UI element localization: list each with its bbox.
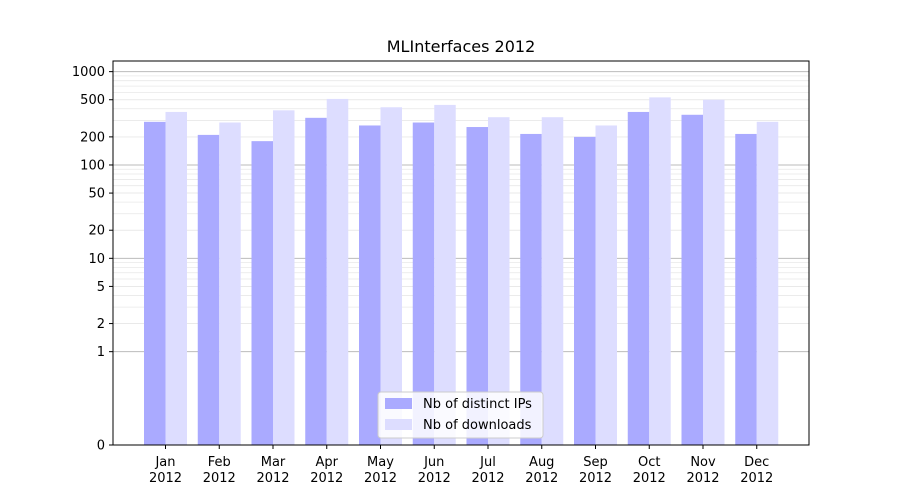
bar: [359, 125, 381, 445]
x-tick-label: 2012: [256, 471, 289, 486]
y-axis: 0 1 2 5 10 20 50 100 200 500 1000: [72, 65, 113, 454]
bar: [627, 111, 650, 445]
x-tick-label: Jul: [479, 455, 496, 470]
x-tick-label: 2012: [364, 471, 397, 486]
x-tick-label: Nov: [690, 455, 716, 470]
legend-swatch: [385, 419, 412, 430]
bar: [197, 134, 220, 445]
chart-title: MLInterfaces 2012: [387, 37, 536, 56]
y-tick-label: 200: [80, 130, 105, 145]
x-tick-label: May: [367, 455, 394, 470]
x-tick-label: 2012: [686, 471, 719, 486]
x-tick-label: Jan: [154, 455, 175, 470]
bar: [273, 110, 295, 445]
bar: [251, 141, 273, 445]
bar: [649, 97, 671, 445]
x-tick-label: 2012: [740, 471, 773, 486]
legend-label: Nb of downloads: [423, 418, 532, 433]
bar: [326, 98, 349, 445]
legend: Nb of distinct IPs Nb of downloads: [377, 391, 544, 439]
x-tick-label: 2012: [471, 471, 504, 486]
bar: [703, 99, 725, 445]
bar: [466, 127, 488, 446]
bar: [541, 117, 564, 445]
plot-frame: [112, 60, 810, 446]
bar: [488, 117, 510, 445]
y-tick-label: 10: [88, 252, 105, 267]
x-tick-label: Apr: [316, 455, 339, 470]
bar: [735, 133, 757, 445]
bar: [305, 117, 327, 446]
bar: [219, 122, 241, 445]
bar: [434, 104, 456, 446]
y-tick-label: 50: [88, 187, 105, 202]
x-tick-label: 2012: [525, 471, 558, 486]
bar: [144, 121, 166, 445]
x-tick-label: 2012: [418, 471, 451, 486]
y-tick-label: 5: [97, 280, 105, 295]
bar: [165, 111, 187, 445]
y-tick-label: 500: [80, 93, 105, 108]
bar: [380, 107, 402, 445]
bars: [144, 97, 779, 446]
x-tick-label: 2012: [203, 471, 236, 486]
x-tick-label: 2012: [149, 471, 182, 486]
bar: [681, 114, 703, 446]
x-tick-label: 2012: [579, 471, 612, 486]
y-tick-label: 100: [80, 158, 105, 173]
x-tick-label: Dec: [744, 455, 769, 470]
x-axis: Jan2012Feb2012Mar2012Apr2012May2012Jun20…: [149, 445, 773, 486]
y-tick-label: 0: [97, 439, 105, 454]
bar: [412, 122, 435, 445]
x-tick-label: 2012: [310, 471, 343, 486]
bar: [574, 136, 596, 445]
legend-box: [377, 391, 544, 439]
y-tick-label: 1: [97, 345, 105, 360]
x-tick-label: Aug: [529, 455, 554, 470]
x-tick-label: Feb: [208, 455, 231, 470]
y-tick-label: 2: [97, 317, 105, 332]
legend-swatch: [385, 398, 412, 409]
bar: [520, 133, 542, 445]
legend-label: Nb of distinct IPs: [423, 397, 532, 412]
y-tick-label: 1000: [72, 65, 105, 80]
y-tick-label: 20: [88, 224, 105, 239]
bar: [756, 121, 779, 445]
x-tick-label: Mar: [261, 455, 286, 470]
x-tick-label: 2012: [633, 471, 666, 486]
x-tick-label: Sep: [583, 455, 608, 470]
x-tick-label: Oct: [638, 455, 660, 470]
x-tick-label: Jun: [423, 455, 444, 470]
bar: [595, 125, 617, 445]
